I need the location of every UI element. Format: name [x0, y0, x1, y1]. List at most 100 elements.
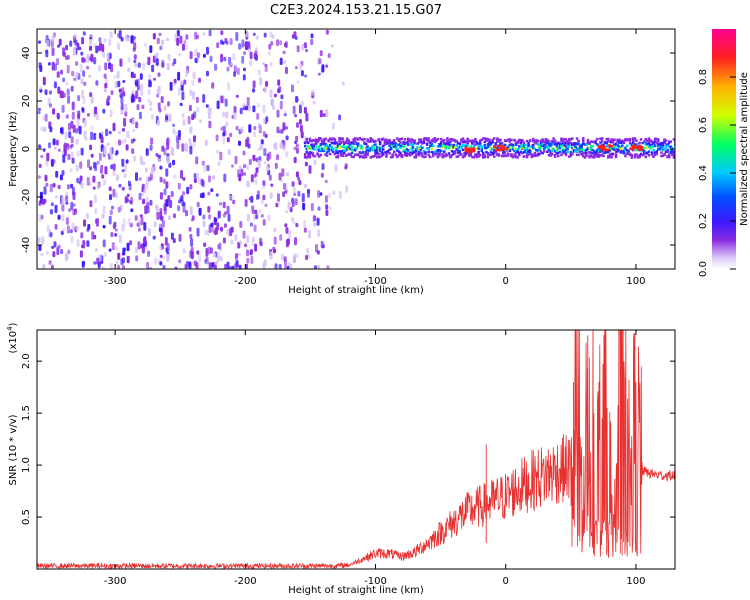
heatmap-cell — [240, 168, 244, 177]
heatmap-cell — [155, 153, 159, 157]
heatmap-cell — [558, 144, 562, 148]
heatmap-cell — [194, 57, 198, 64]
heatmap-cell — [427, 147, 430, 151]
heatmap-cell — [438, 149, 441, 152]
heatmap-cell — [294, 198, 298, 206]
heatmap-cell — [516, 140, 519, 143]
heatmap-cell — [65, 201, 69, 205]
heatmap-cell — [106, 142, 110, 146]
heatmap-cell — [74, 39, 78, 46]
heatmap-cell — [284, 189, 288, 194]
heatmap-cell — [413, 141, 416, 145]
heatmap-cell — [189, 145, 193, 155]
heatmap-cell — [195, 34, 199, 40]
heatmap-cell — [361, 155, 365, 159]
heatmap-cell — [345, 185, 349, 193]
heatmap-cell — [204, 229, 208, 236]
heatmap-cell — [319, 109, 323, 118]
heatmap-cell — [158, 223, 162, 228]
heatmap-cell — [333, 138, 337, 141]
heatmap-cell — [450, 145, 454, 148]
heatmap-cell — [178, 259, 182, 264]
heatmap-cell — [219, 248, 223, 252]
heatmap-cell — [468, 154, 471, 157]
heatmap-cell — [321, 140, 324, 143]
heatmap-cell — [521, 146, 524, 150]
heatmap-cell — [555, 149, 558, 152]
heatmap-cell — [382, 148, 385, 151]
heatmap-cell — [59, 174, 63, 181]
heatmap-cell — [444, 142, 447, 146]
heatmap-cell — [208, 112, 211, 120]
heatmap-cell — [314, 145, 318, 148]
heatmap-cell — [262, 194, 266, 201]
heatmap-cell — [293, 253, 297, 262]
heatmap-cell — [152, 33, 156, 40]
heatmap-cell — [405, 149, 408, 152]
heatmap-cell — [621, 141, 624, 144]
heatmap-cell — [661, 144, 665, 147]
heatmap-cell — [558, 142, 562, 145]
heatmap-cell — [139, 157, 143, 165]
heatmap-cell — [42, 263, 46, 269]
heatmap-cell — [669, 149, 672, 153]
snr-multiplier-exp: 4 — [6, 326, 14, 331]
heatmap-peak-cell — [493, 145, 497, 149]
heatmap-cell — [122, 265, 125, 269]
colorbar-tick-label: 0.4 — [698, 165, 709, 181]
heatmap-cell — [257, 69, 261, 76]
heatmap-peak-cell — [467, 147, 471, 150]
heatmap-cell — [449, 140, 452, 144]
heatmap-cell — [158, 154, 161, 159]
heatmap-cell — [313, 148, 316, 151]
heatmap-cell — [53, 81, 57, 89]
heatmap-cell — [38, 40, 41, 44]
heatmap-cell — [38, 163, 42, 168]
heatmap-cell — [60, 126, 64, 135]
heatmap-cell — [132, 129, 136, 132]
heatmap-cell — [222, 135, 226, 145]
heatmap-peak-cell — [505, 147, 509, 150]
heatmap-cell — [187, 116, 191, 125]
heatmap-cell — [671, 149, 674, 152]
heatmap-cell — [332, 122, 335, 130]
heatmap-cell — [166, 155, 170, 165]
heatmap-cell — [385, 153, 388, 156]
heatmap-cell — [96, 182, 100, 190]
heatmap-cell — [78, 46, 82, 51]
heatmap-cell — [569, 138, 572, 141]
heatmap-cell — [600, 140, 604, 143]
heatmap-cell — [613, 148, 616, 151]
heatmap-cell — [124, 164, 128, 172]
heatmap-cell — [461, 137, 465, 140]
heatmap-cell — [371, 145, 374, 148]
heatmap-cell — [188, 227, 192, 232]
heatmap-cell — [90, 131, 94, 141]
heatmap-cell — [666, 150, 669, 154]
heatmap-cell — [49, 209, 53, 215]
heatmap-peak-cell — [464, 146, 468, 150]
heatmap-cell — [274, 162, 278, 169]
heatmap-cell — [586, 141, 590, 144]
heatmap-cell — [358, 151, 362, 154]
heatmap-cell — [647, 137, 651, 140]
heatmap-cell — [419, 152, 422, 155]
heatmap-cell — [657, 148, 660, 151]
heatmap-cell — [357, 144, 360, 148]
heatmap-cell — [332, 141, 335, 145]
heatmap-cell — [126, 242, 130, 252]
heatmap-cell — [536, 152, 540, 155]
heatmap-cell — [57, 214, 61, 220]
heatmap-cell — [402, 142, 405, 146]
heatmap-cell — [582, 137, 585, 140]
heatmap-cell — [308, 137, 312, 141]
heatmap-cell — [371, 155, 374, 158]
heatmap-cell — [313, 215, 317, 222]
heatmap-cell — [229, 132, 233, 138]
heatmap-peak-cell — [607, 144, 611, 147]
heatmap-cell — [157, 72, 161, 77]
heatmap-cell — [86, 65, 90, 70]
heatmap-cell — [441, 154, 444, 157]
heatmap-cell — [46, 224, 50, 233]
heatmap-cell — [262, 118, 266, 123]
